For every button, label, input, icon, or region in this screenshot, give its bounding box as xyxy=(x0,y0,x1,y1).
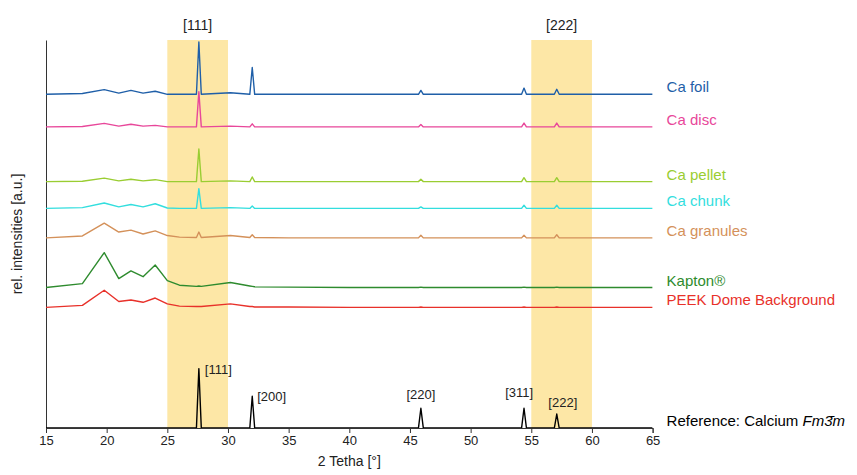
y-axis xyxy=(46,41,47,429)
series-line xyxy=(46,223,653,238)
x-tick-label: 40 xyxy=(343,433,357,448)
x-tick-label: 35 xyxy=(282,433,296,448)
x-axis-title: 2 Tetha [°] xyxy=(318,453,381,469)
series-line xyxy=(46,189,653,209)
series-line xyxy=(46,369,653,428)
series-line xyxy=(46,253,653,288)
x-tick-label: 55 xyxy=(525,433,539,448)
x-tick: 40 xyxy=(343,428,357,448)
series-line xyxy=(46,92,653,127)
x-tick-label: 25 xyxy=(161,433,175,448)
legend-entry: Ca granules xyxy=(667,222,748,239)
x-tick: 25 xyxy=(161,428,175,448)
x-tick: 20 xyxy=(100,428,114,448)
legend-entry: PEEK Dome Background xyxy=(667,291,835,308)
x-tick-label: 65 xyxy=(646,433,660,448)
bands xyxy=(167,40,592,428)
y-axis-title: rel. intensities [a.u.] xyxy=(9,174,25,295)
peak-label: [311] xyxy=(505,385,533,400)
x-tick: 55 xyxy=(525,428,539,448)
x-tick-label: 60 xyxy=(585,433,599,448)
x-tick: 35 xyxy=(282,428,296,448)
legend: Ca foil Ca disc Ca pellet Ca chunk Ca granul… xyxy=(667,78,845,429)
x-tick-label: 50 xyxy=(464,433,478,448)
peak-label: [200] xyxy=(257,389,286,404)
plot-lines xyxy=(46,42,653,428)
peak-label: [222] xyxy=(548,395,577,410)
legend-entry: Reference: Calcium Fm3̄m xyxy=(667,412,845,429)
x-tick: 30 xyxy=(221,428,235,448)
x-tick: 45 xyxy=(403,428,417,448)
y-axis-line xyxy=(46,41,47,429)
series-line xyxy=(46,42,653,94)
legend-entry: Kapton® xyxy=(667,272,726,289)
band-label: [111] xyxy=(183,17,212,33)
series-line xyxy=(46,290,653,307)
peak-label: [220] xyxy=(406,387,435,402)
x-tick-label: 45 xyxy=(403,433,417,448)
x-tick: 60 xyxy=(585,428,599,448)
x-axis: 15 20 25 30 35 40 45 50 55 60 65 xyxy=(39,428,660,448)
x-tick-label: 15 xyxy=(39,433,53,448)
legend-entry: Ca disc xyxy=(667,111,718,128)
legend-entry: Ca foil xyxy=(667,78,710,95)
x-tick-label: 30 xyxy=(221,433,235,448)
band-label: [222] xyxy=(546,17,577,33)
x-tick-label: 20 xyxy=(100,433,114,448)
x-tick: 65 xyxy=(646,428,660,448)
series-line xyxy=(46,149,653,182)
peak-label: [111] xyxy=(205,362,232,377)
chart: [111] [222] 15 20 25 30 35 40 45 50 55 60 65 2 Tetha … xyxy=(0,0,857,475)
legend-entry: Ca chunk xyxy=(667,192,731,209)
x-tick: 15 xyxy=(39,428,53,448)
x-tick: 50 xyxy=(464,428,478,448)
legend-entry: Ca pellet xyxy=(667,166,727,183)
annotations: [111] [200] [220] [311] [222] xyxy=(205,362,578,410)
highlight-band xyxy=(531,40,592,428)
